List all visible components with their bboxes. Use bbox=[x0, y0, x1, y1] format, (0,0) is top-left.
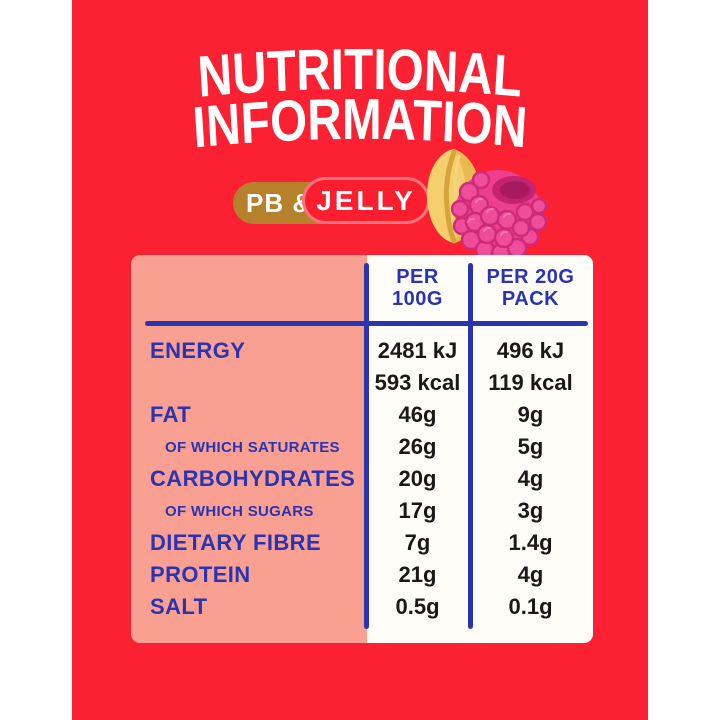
red-background-panel: NUTRITIONAL INFORMATION PB & JELLY bbox=[72, 0, 648, 720]
svg-text:NUTRITIONAL: NUTRITIONAL bbox=[196, 38, 524, 110]
row-value-per20g: 5g bbox=[517, 434, 544, 459]
table-row-dietary-fibre: DIETARY FIBRE 7g 1.4g bbox=[131, 527, 593, 559]
row-value-per20g: 0.1g bbox=[508, 594, 553, 619]
nutrition-rows: ENERGY 2481 kJ 496 kJ 593 kcal 119 kcal … bbox=[131, 335, 593, 623]
row-value-per100g: 7g bbox=[404, 530, 431, 555]
title-line-2: INFORMATION bbox=[191, 88, 529, 161]
row-value-per100g: 0.5g bbox=[395, 594, 440, 619]
row-value-per20g: 3g bbox=[517, 498, 544, 523]
col2-line2: PACK bbox=[501, 288, 560, 311]
table-row-energy-kcal: 593 kcal 119 kcal bbox=[131, 367, 593, 399]
row-value-per100g: 17g bbox=[398, 498, 437, 523]
jelly-badge-pill: JELLY bbox=[302, 177, 430, 224]
row-value-per100g: 21g bbox=[398, 562, 437, 587]
row-label: SALT bbox=[150, 594, 208, 619]
table-row-sugars: OF WHICH SUGARS 17g 3g bbox=[131, 495, 593, 527]
row-label: DIETARY FIBRE bbox=[150, 530, 322, 555]
column-headers: PER 100G PER 20G PACK bbox=[367, 266, 593, 311]
row-value-per20g: 4g bbox=[517, 562, 544, 587]
column-header-per-20g-pack: PER 20G PACK bbox=[468, 266, 593, 311]
jelly-badge-label: JELLY bbox=[316, 184, 416, 216]
table-row-energy: ENERGY 2481 kJ 496 kJ bbox=[131, 335, 593, 367]
row-label: OF WHICH SUGARS bbox=[165, 502, 314, 520]
row-value-per20g: 496 kJ bbox=[496, 338, 565, 363]
row-value-per20g: 1.4g bbox=[508, 530, 553, 555]
col1-line1: PER bbox=[396, 266, 439, 288]
nutrition-card: PER 100G PER 20G PACK ENERGY 2481 kJ 496… bbox=[131, 255, 593, 643]
row-value-per20g: 4g bbox=[517, 466, 544, 491]
row-label: FAT bbox=[150, 402, 192, 427]
title-line-1: NUTRITIONAL bbox=[196, 38, 524, 110]
column-divider-2 bbox=[468, 263, 473, 629]
row-value-per100g: 26g bbox=[398, 434, 437, 459]
table-row-fat: FAT 46g 9g bbox=[131, 399, 593, 431]
row-label: PROTEIN bbox=[150, 562, 251, 587]
row-label: OF WHICH SATURATES bbox=[165, 438, 340, 456]
page-title: NUTRITIONAL INFORMATION bbox=[191, 38, 529, 161]
table-row-salt: SALT 0.5g 0.1g bbox=[131, 591, 593, 623]
row-label: ENERGY bbox=[150, 338, 246, 363]
row-value-per100g: 593 kcal bbox=[374, 370, 461, 395]
table-row-saturates: OF WHICH SATURATES 26g 5g bbox=[131, 431, 593, 463]
col2-line1: PER 20G bbox=[486, 266, 575, 288]
svg-text:INFORMATION: INFORMATION bbox=[191, 88, 529, 161]
row-value-per100g: 46g bbox=[398, 402, 437, 427]
row-value-per100g: 2481 kJ bbox=[377, 338, 458, 363]
table-row-protein: PROTEIN 21g 4g bbox=[131, 559, 593, 591]
column-divider-1 bbox=[364, 263, 369, 629]
raspberry-icon bbox=[451, 170, 548, 258]
row-value-per100g: 20g bbox=[398, 466, 437, 491]
col1-line2: 100G bbox=[392, 288, 443, 311]
row-value-per20g: 9g bbox=[517, 402, 544, 427]
table-row-carbohydrates: CARBOHYDRATES 20g 4g bbox=[131, 463, 593, 495]
column-header-per-100g: PER 100G bbox=[367, 266, 468, 311]
value-columns-background bbox=[367, 255, 593, 643]
pb-badge-label: PB & bbox=[246, 187, 313, 218]
row-label: CARBOHYDRATES bbox=[150, 466, 356, 491]
row-value-per20g: 119 kcal bbox=[488, 370, 573, 395]
header-divider-line bbox=[145, 321, 588, 326]
